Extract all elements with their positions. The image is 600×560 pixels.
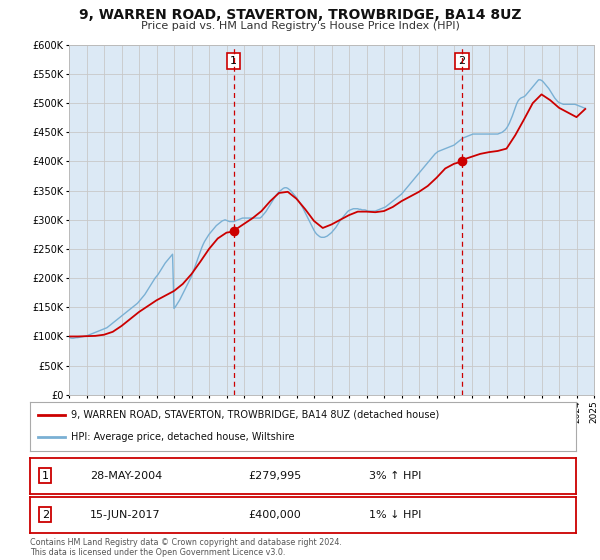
Text: Price paid vs. HM Land Registry's House Price Index (HPI): Price paid vs. HM Land Registry's House … xyxy=(140,21,460,31)
Text: £400,000: £400,000 xyxy=(248,510,301,520)
Text: 1: 1 xyxy=(230,56,237,66)
Text: 2: 2 xyxy=(458,56,466,66)
Text: 3% ↑ HPI: 3% ↑ HPI xyxy=(368,471,421,480)
Text: £279,995: £279,995 xyxy=(248,471,302,480)
Text: 1: 1 xyxy=(42,471,49,480)
Text: Contains HM Land Registry data © Crown copyright and database right 2024.
This d: Contains HM Land Registry data © Crown c… xyxy=(30,538,342,557)
Text: 2: 2 xyxy=(42,510,49,520)
Text: 15-JUN-2017: 15-JUN-2017 xyxy=(90,510,161,520)
Text: 1% ↓ HPI: 1% ↓ HPI xyxy=(368,510,421,520)
Text: 9, WARREN ROAD, STAVERTON, TROWBRIDGE, BA14 8UZ: 9, WARREN ROAD, STAVERTON, TROWBRIDGE, B… xyxy=(79,8,521,22)
Text: 9, WARREN ROAD, STAVERTON, TROWBRIDGE, BA14 8UZ (detached house): 9, WARREN ROAD, STAVERTON, TROWBRIDGE, B… xyxy=(71,410,439,420)
Text: 28-MAY-2004: 28-MAY-2004 xyxy=(90,471,163,480)
Text: HPI: Average price, detached house, Wiltshire: HPI: Average price, detached house, Wilt… xyxy=(71,432,295,442)
